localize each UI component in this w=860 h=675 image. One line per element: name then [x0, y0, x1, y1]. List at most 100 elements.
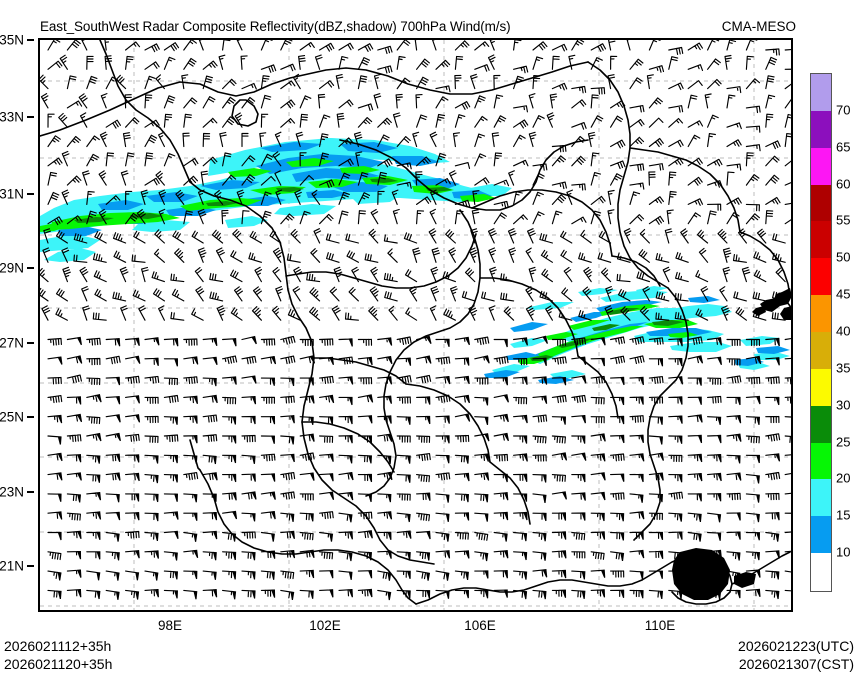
wind-barb [275, 189, 283, 205]
wind-barb [726, 358, 741, 366]
wind-barb [40, 287, 49, 302]
wind-barb [668, 435, 683, 444]
wind-barb [541, 268, 553, 283]
wind-barb [668, 454, 683, 463]
wind-barb [377, 433, 393, 442]
wind-barb [59, 54, 68, 70]
wind-barb [461, 290, 476, 302]
wind-barb [183, 57, 197, 70]
wind-barb [513, 511, 528, 521]
wind-barb [687, 80, 703, 90]
wind-barb [745, 174, 760, 186]
wind-barb [707, 377, 722, 385]
x-axis: 98E 102E 106E 110E [38, 616, 793, 638]
wind-barb [280, 80, 296, 90]
wind-barb [86, 551, 101, 560]
wind-barb [707, 210, 717, 225]
wind-barb [377, 415, 392, 424]
wind-barb [668, 358, 683, 367]
map-plot-area[interactable] [38, 38, 793, 612]
wind-barb [346, 250, 359, 263]
wind-barb [450, 286, 458, 302]
wind-barb [648, 376, 664, 384]
wind-barb [430, 286, 440, 302]
wind-barb [474, 453, 489, 462]
wind-barb [745, 40, 758, 51]
wind-barb [629, 453, 645, 462]
wind-barb [707, 531, 722, 541]
wind-barb [222, 531, 237, 542]
wind-barb [260, 64, 277, 73]
wind-barb [202, 530, 218, 540]
wind-barb [474, 416, 489, 425]
wind-barb [416, 335, 432, 345]
wind-barb [260, 416, 276, 425]
wind-barb [222, 454, 237, 464]
wind-barb [396, 435, 411, 443]
wind-barb [260, 75, 270, 90]
wind-barb [452, 132, 460, 148]
wind-barb [765, 531, 780, 542]
wind-barb [784, 492, 791, 495]
wind-barb [252, 286, 262, 302]
wind-barb [125, 512, 140, 521]
wind-barb [41, 305, 51, 321]
wind-barb [590, 491, 606, 501]
wind-barb [474, 377, 489, 385]
wind-barb [454, 101, 471, 110]
wind-barb [784, 338, 791, 341]
wind-barb [105, 414, 121, 423]
wind-barb [163, 377, 178, 386]
wind-barb [271, 305, 282, 321]
wind-barb [47, 135, 61, 148]
wind-barb [43, 228, 51, 244]
wind-barb [493, 152, 503, 167]
wind-barb [454, 589, 469, 599]
wind-barb [571, 394, 587, 404]
wind-barb [726, 171, 735, 186]
wind-barb [454, 210, 464, 225]
wind-barb [610, 100, 626, 109]
wind-barb [47, 395, 63, 404]
wind-barb [125, 550, 140, 559]
wind-barb [338, 512, 353, 523]
y-tick-label: 23N [0, 484, 24, 500]
wind-barb [396, 77, 411, 90]
wind-barb [668, 396, 683, 405]
wind-barb [648, 416, 663, 425]
wind-barb [431, 40, 437, 51]
wind-barb [287, 308, 301, 321]
wind-barb [66, 413, 83, 423]
wind-barb [629, 182, 645, 190]
wind-barb [571, 414, 586, 424]
wind-barb [532, 474, 547, 483]
wind-barb [125, 355, 141, 364]
wind-barb [183, 435, 198, 444]
wind-barb [125, 454, 140, 463]
wind-barb [582, 286, 592, 302]
wind-barb [47, 113, 55, 128]
wind-barb [493, 413, 509, 423]
wind-barb [695, 270, 709, 283]
colorbar[interactable] [810, 73, 832, 592]
colorbar-segment [811, 516, 831, 554]
wind-barb [590, 531, 606, 540]
wind-barb [290, 228, 301, 244]
wind-barb [42, 247, 50, 263]
wind-barb [590, 94, 599, 109]
wind-barb [105, 338, 121, 347]
wind-barb [752, 310, 767, 321]
wind-barb [299, 95, 312, 109]
wind-barb [435, 96, 449, 109]
wind-barb [86, 190, 95, 205]
wind-barb [163, 394, 179, 404]
wind-barb [377, 511, 393, 520]
wind-barb [662, 266, 671, 283]
wind-barb [47, 570, 62, 581]
wind-barb [338, 338, 353, 347]
wind-barb [140, 189, 149, 205]
wind-barb [241, 512, 256, 522]
colorbar-tick-label: 25 [836, 434, 851, 450]
wind-barb [280, 40, 293, 51]
